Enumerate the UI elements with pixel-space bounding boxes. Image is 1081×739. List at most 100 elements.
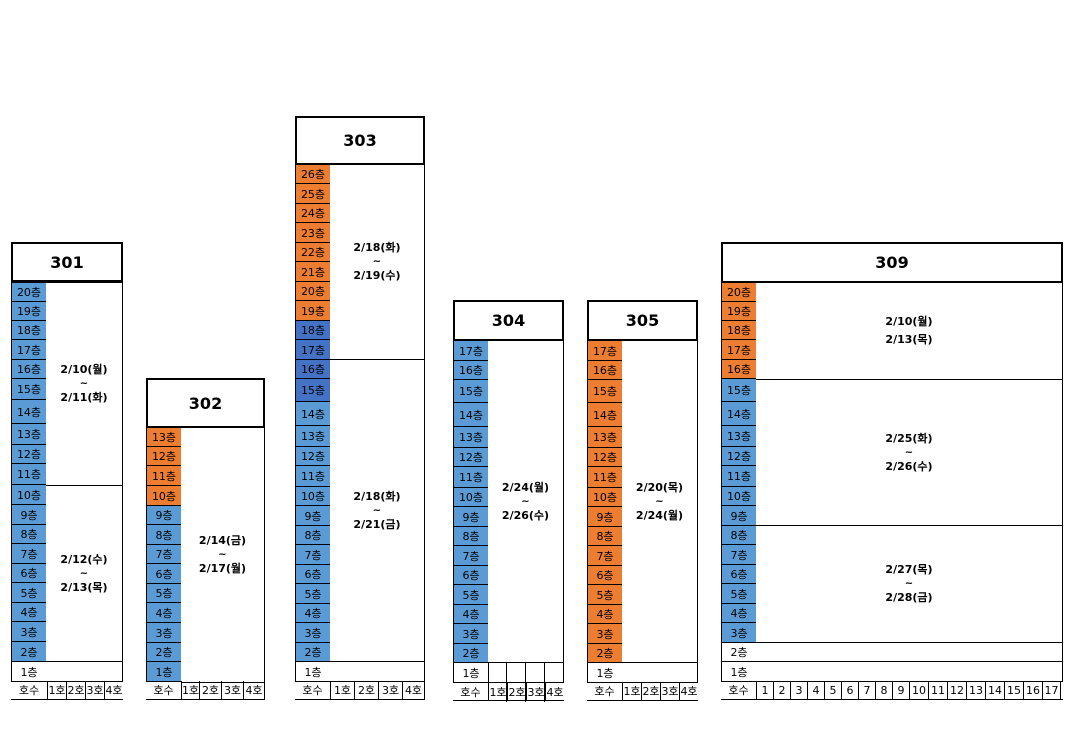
- floor-label: 12층: [295, 446, 331, 466]
- unit-header: 호수: [18, 684, 40, 697]
- schedule-start: 2/20(목): [635, 480, 684, 494]
- floor-label: 3층: [453, 623, 489, 644]
- unit-cell: 7: [858, 681, 875, 699]
- unit-cell: 3호: [526, 683, 545, 700]
- floor-label: 9층: [587, 506, 623, 527]
- unit-cell: 1호: [488, 683, 507, 700]
- schedule-separator: ~: [372, 256, 382, 267]
- floor-label: 7층: [453, 545, 489, 566]
- schedule-end: 2/13(목): [60, 580, 108, 594]
- schedule-separator: ~: [521, 495, 530, 507]
- floor-label: 3층: [721, 622, 757, 643]
- floor-label: 13층: [295, 425, 331, 447]
- unit-cell: 16: [1023, 681, 1042, 699]
- floor-label: 14층: [295, 401, 331, 426]
- floor-label: 16층: [453, 360, 489, 380]
- building-301: 301 20층 19층 18층 17층 16층 15층 14층 13층 12층 …: [11, 242, 123, 702]
- building-305: 305 17층 16층 15층 14층 13층 12층 11층 10층 9층 8…: [587, 300, 698, 702]
- floor-label: 16층: [721, 359, 757, 379]
- floor-label: 13층: [453, 426, 489, 448]
- floor-label: 15층: [587, 379, 623, 403]
- schedule-end: 2/26(수): [885, 459, 933, 473]
- floor-label: 6층: [11, 563, 47, 583]
- floor-label: 23층: [295, 222, 331, 243]
- unit-cell: 4호: [402, 681, 425, 699]
- schedule-end: 2/19(수): [353, 269, 401, 282]
- floor-label: 3층: [146, 622, 182, 643]
- floor-label: 5층: [295, 583, 331, 604]
- floor-label: 13층: [146, 427, 182, 447]
- floor-label: 13층: [587, 426, 623, 448]
- schedule-start: 2/18(화): [353, 489, 401, 503]
- floor-label: 13층: [11, 423, 47, 445]
- schedule-separator: ~: [218, 549, 227, 560]
- floor-label: 5층: [11, 582, 47, 603]
- floor-label: 8층: [453, 526, 489, 546]
- floor-label: 19층: [295, 300, 331, 321]
- floor-label: 3층: [11, 621, 47, 642]
- unit-cell: 2호: [354, 681, 378, 699]
- building-title: 305: [587, 300, 698, 341]
- floor-1-row: [46, 661, 123, 682]
- building-title: 301: [11, 242, 123, 282]
- schedule-start: 2/24(월): [501, 480, 550, 494]
- schedule-block: 2/24(월) ~ 2/26(수): [488, 340, 564, 663]
- floor-label: 6층: [453, 565, 489, 585]
- floor-label: 20층: [295, 281, 331, 301]
- schedule-separator: ~: [79, 378, 89, 389]
- unit-cell: 1호: [330, 681, 354, 699]
- floor-label: 6층: [721, 564, 757, 584]
- floor-label: 9층: [453, 506, 489, 527]
- floor-label: 2층: [453, 643, 489, 663]
- floor-label: 11층: [587, 466, 623, 488]
- floor-label: 17층: [295, 339, 331, 360]
- unit-cell: 1호: [181, 681, 199, 699]
- floor-label: 2층: [146, 642, 182, 662]
- unit-header: 호수: [460, 685, 481, 699]
- schedule-separator: ~: [372, 504, 382, 516]
- floor-label: 15층: [721, 378, 757, 402]
- floor-label: 2층: [295, 642, 331, 662]
- floor-label: 1층: [146, 661, 182, 682]
- floor-label: 16층: [11, 359, 47, 379]
- floor-label: 22층: [295, 242, 331, 262]
- schedule-end: 2/21(금): [353, 517, 401, 531]
- floor-label: 1층: [721, 661, 757, 682]
- floor-label: 17층: [11, 339, 47, 360]
- unit-cell: 3호: [660, 682, 679, 700]
- schedule-block: 2/10(월) 2/13(목): [756, 282, 1063, 380]
- floor-label: 2층: [11, 641, 47, 662]
- floor-label: 7층: [587, 545, 623, 566]
- floor-label: 6층: [146, 563, 182, 584]
- floor-label: 1층: [295, 661, 331, 682]
- floor-label: 19층: [11, 301, 47, 321]
- floor-label: 4층: [587, 604, 623, 624]
- unit-cell: 17: [1042, 681, 1061, 699]
- schedule-block: 2/27(목) ~ 2/28(금): [756, 525, 1063, 643]
- schedule-end: 2/24(월): [635, 508, 684, 522]
- unit-cell: 8: [875, 681, 892, 699]
- floor-label: 20층: [721, 282, 757, 302]
- floor-label: 4층: [721, 603, 757, 623]
- floor-label: 10층: [146, 485, 182, 506]
- building-309: 309 20층 19층 18층 17층 16층 15층 14층 13층 12층 …: [721, 242, 1063, 702]
- schedule-end: 2/17(월): [198, 562, 247, 575]
- unit-cell: 4호: [243, 681, 265, 699]
- unit-cell: 14: [985, 681, 1004, 699]
- schedule-start: 2/25(화): [885, 431, 933, 445]
- floor-label: 10층: [587, 487, 623, 507]
- unit-cell: 5: [824, 681, 841, 699]
- unit-cell: 11: [928, 681, 947, 699]
- floor-label: 8층: [721, 525, 757, 545]
- unit-cell: 3: [790, 681, 807, 699]
- building-title: 309: [721, 242, 1063, 283]
- schedule-start: 2/18(화): [353, 241, 401, 254]
- floor-label: 7층: [295, 544, 331, 565]
- floor-label: 20층: [11, 282, 47, 302]
- floor-label: 25층: [295, 183, 331, 204]
- floor-label: 4층: [453, 604, 489, 624]
- floor-label: 15층: [453, 379, 489, 403]
- schedule-block: 2/14(금) ~ 2/17(월): [181, 427, 265, 683]
- floor-label: 11층: [295, 465, 331, 487]
- floor-label: 11층: [721, 465, 757, 487]
